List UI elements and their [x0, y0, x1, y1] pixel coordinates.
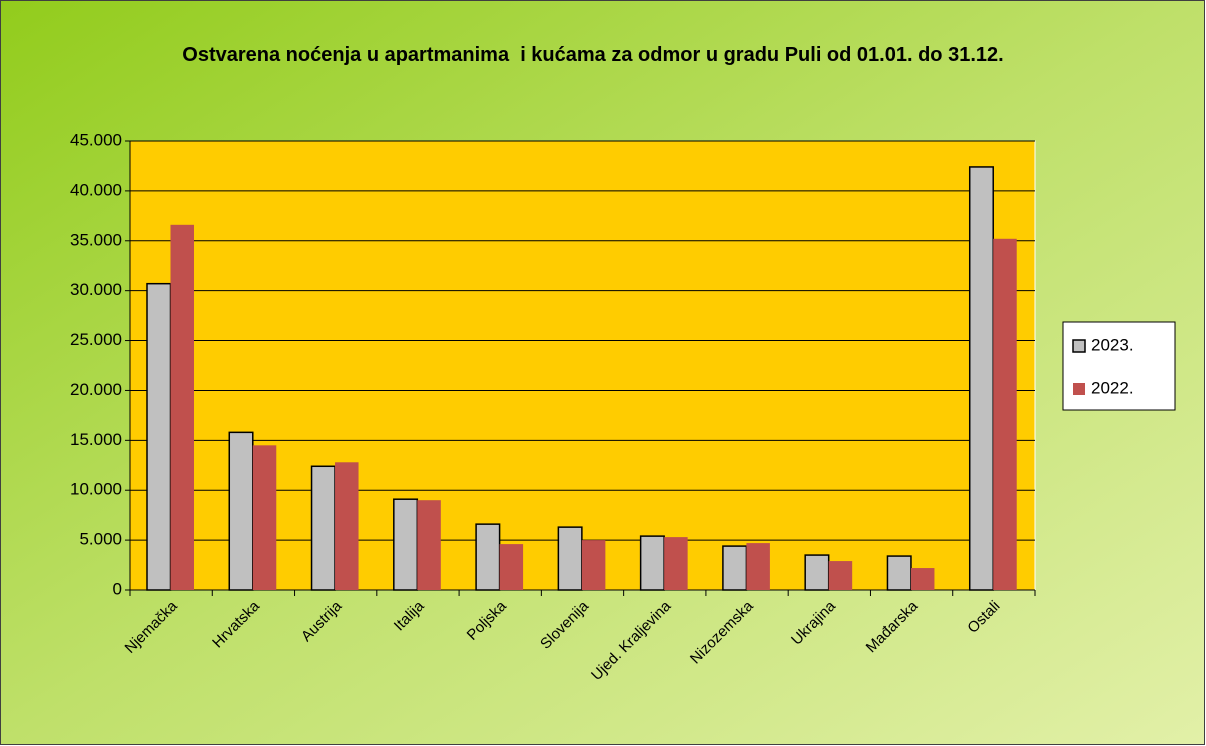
plot-area — [129, 140, 1036, 591]
bar — [804, 554, 830, 591]
chart-title: Ostvarena noćenja u apartmanima i kućama… — [182, 44, 1004, 66]
bar — [557, 526, 583, 591]
y-tick-label: 5.000 — [79, 530, 122, 549]
bar — [417, 500, 441, 590]
bar — [252, 445, 277, 590]
y-tick-label: 0 — [113, 579, 122, 598]
y-tick-label: 30.000 — [70, 280, 122, 299]
bar — [475, 523, 501, 591]
y-tick-label: 20.000 — [70, 380, 122, 399]
bar — [993, 238, 1017, 590]
bar — [228, 431, 254, 591]
bar — [499, 544, 524, 590]
bar — [664, 537, 688, 590]
bar — [393, 498, 419, 591]
bar — [639, 535, 665, 591]
legend-box — [1062, 321, 1176, 411]
bar — [722, 545, 748, 591]
y-tick-label: 25.000 — [70, 330, 122, 349]
bar — [746, 543, 770, 590]
y-tick-label: 35.000 — [70, 230, 122, 249]
legend-swatch — [1073, 383, 1085, 395]
bar — [170, 224, 194, 590]
y-tick-label: 40.000 — [70, 180, 122, 199]
y-tick-label: 45.000 — [70, 130, 122, 149]
bar — [335, 462, 359, 590]
bar — [910, 568, 935, 590]
bar — [581, 540, 606, 590]
legend-label: 2022. — [1091, 378, 1134, 397]
bar — [828, 561, 853, 590]
y-tick-label: 10.000 — [70, 480, 122, 499]
bar — [886, 555, 912, 591]
legend-label: 2023. — [1091, 335, 1134, 354]
legend-swatch — [1072, 339, 1086, 353]
bar — [310, 465, 336, 591]
bar — [968, 166, 994, 591]
y-tick-label: 15.000 — [70, 430, 122, 449]
bar — [146, 282, 172, 591]
